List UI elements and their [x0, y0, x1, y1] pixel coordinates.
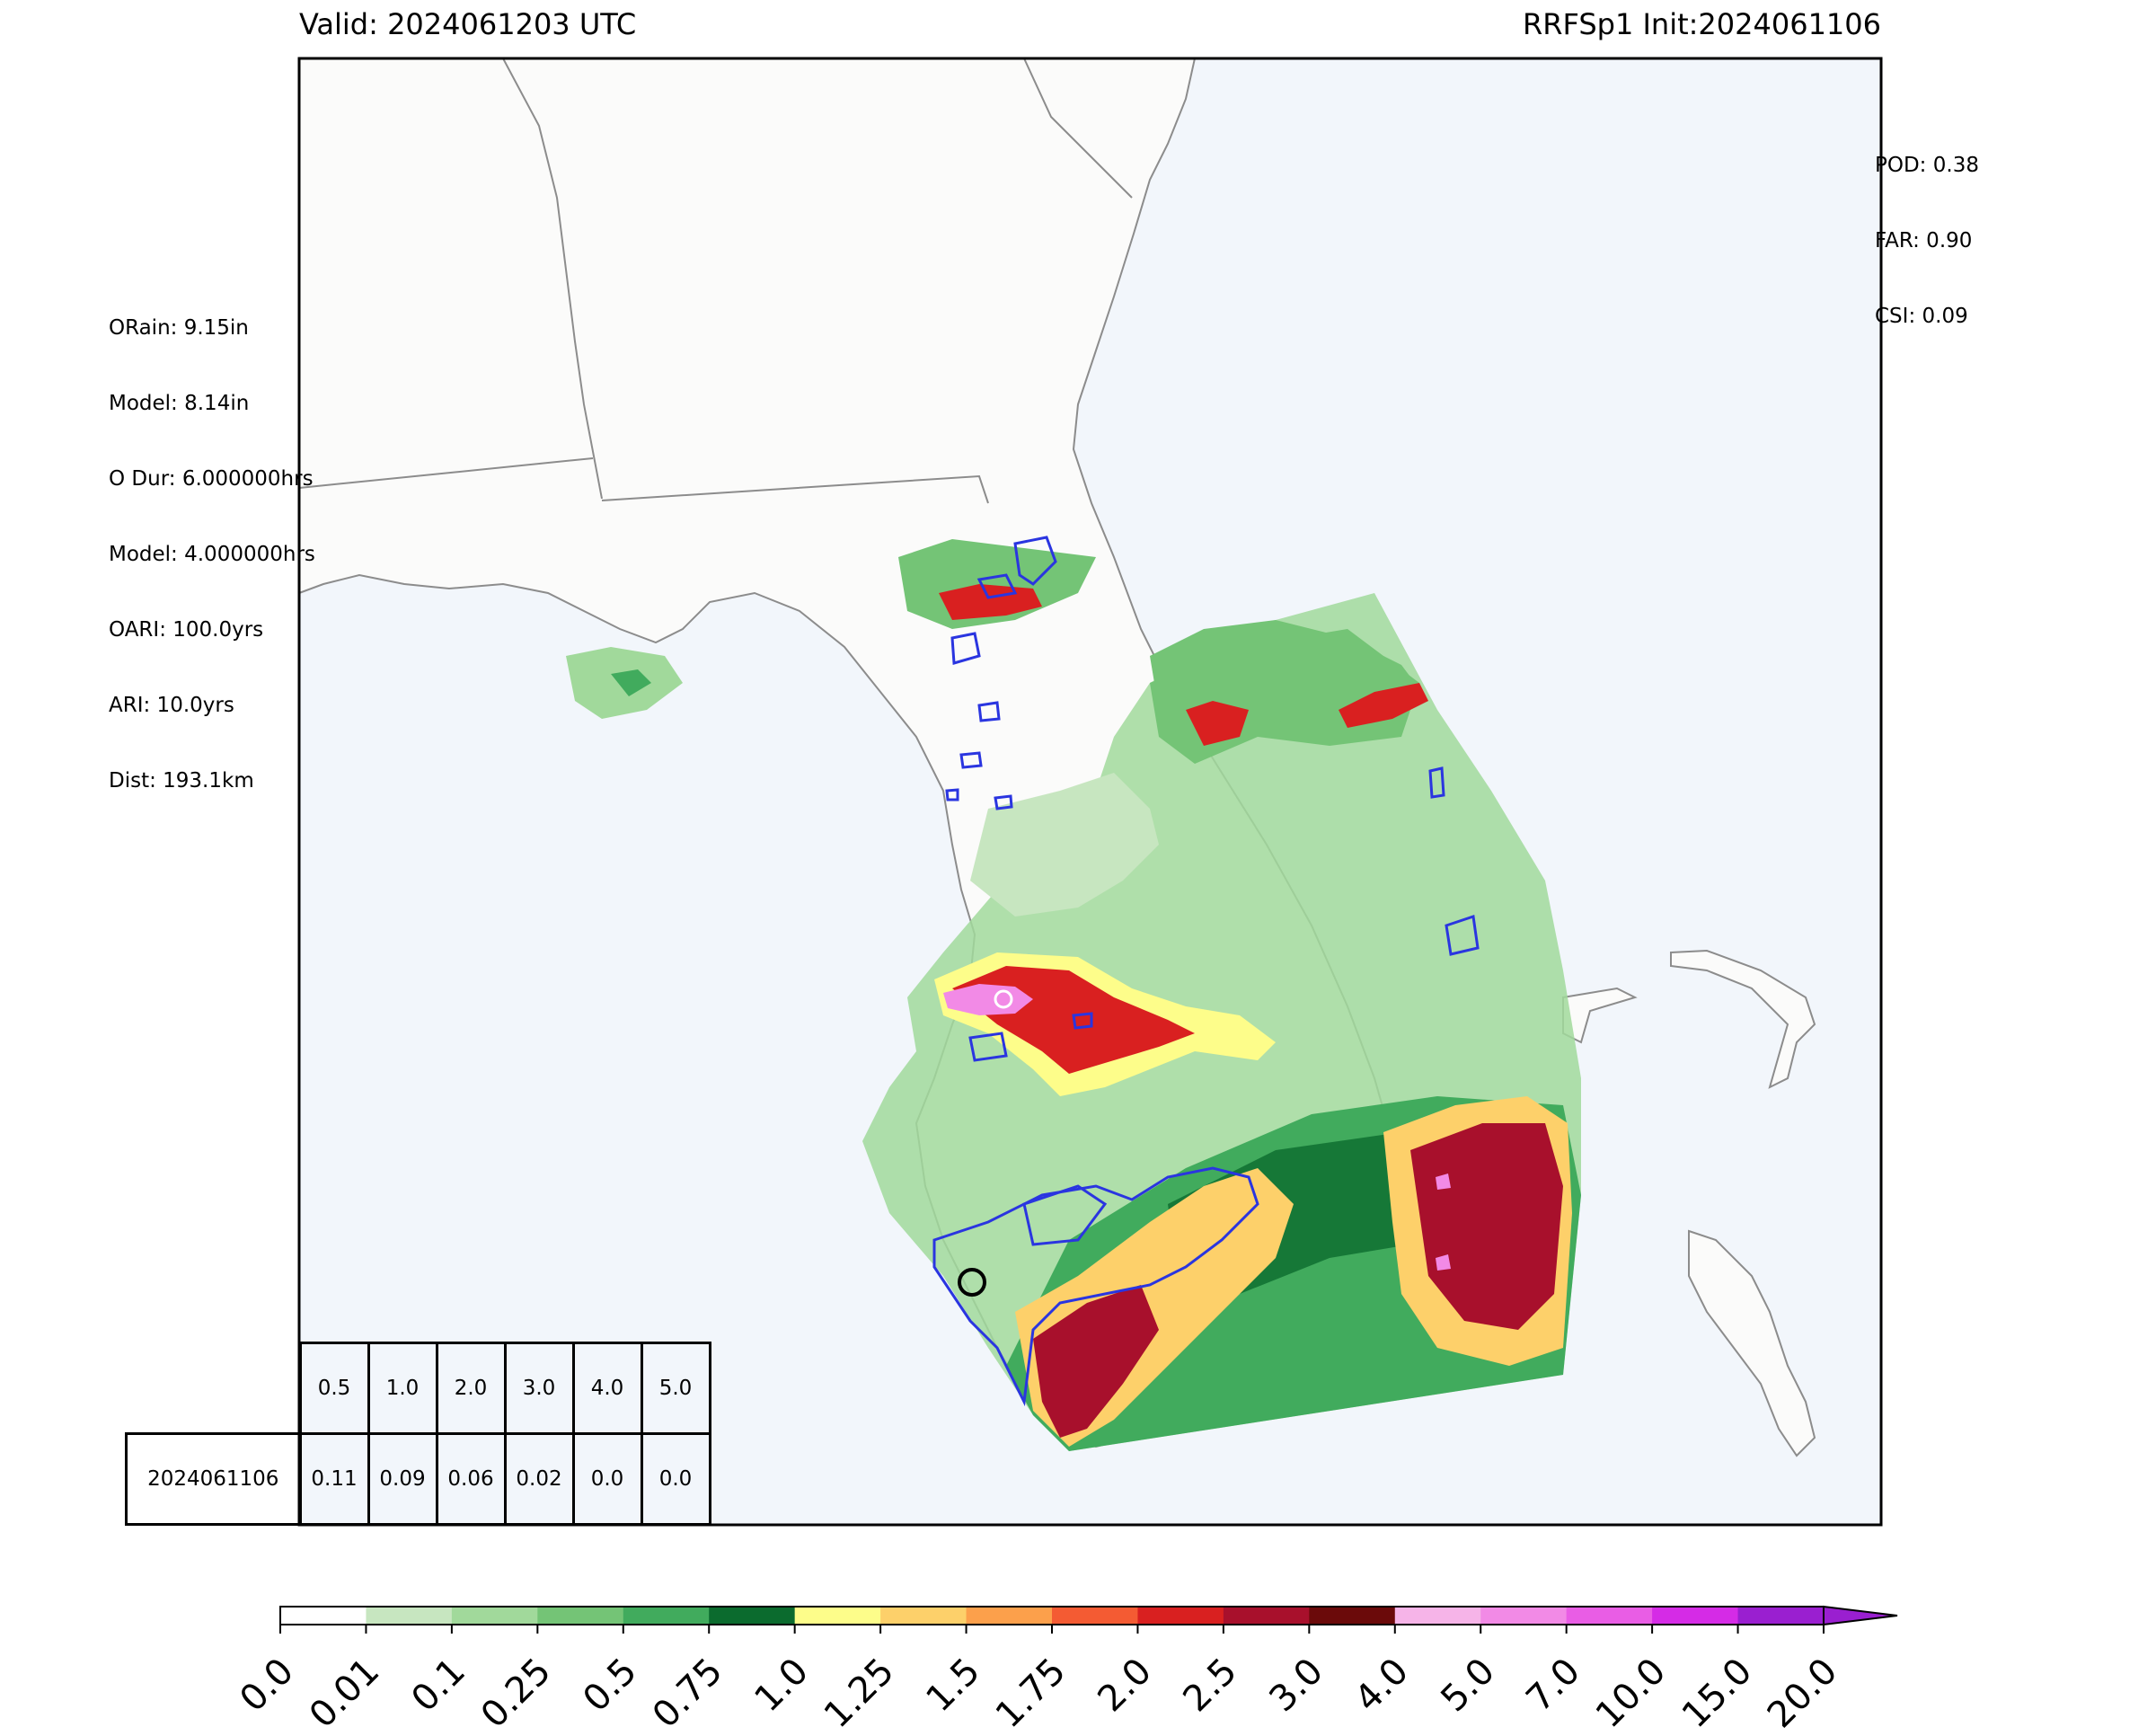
colorbar-swatch	[537, 1607, 624, 1625]
colorbar-swatch	[709, 1607, 796, 1625]
event-info-line: Dist: 193.1km	[109, 769, 254, 793]
obs-contour-tampa-2	[1072, 1012, 1093, 1030]
colorbar-swatch	[1480, 1607, 1568, 1625]
obs-contour-southwest	[932, 1166, 1259, 1407]
event-info-line: OARI: 100.0yrs	[109, 618, 264, 642]
bahamas-andros	[1688, 1229, 1816, 1457]
threshold-score-table: 0.5 1.0 2.0 3.0 4.0 5.0 2024061106 0.11 …	[125, 1342, 711, 1526]
threshold-header: 0.5	[298, 1342, 370, 1435]
event-info-line: Model: 4.000000hrs	[109, 543, 315, 566]
state-border-fl-al	[299, 457, 594, 489]
colorbar-swatch	[1566, 1607, 1653, 1625]
threshold-header: 4.0	[571, 1342, 643, 1435]
rain-panhandle-cell-core	[611, 669, 651, 696]
event-info-line: Model: 8.14in	[109, 392, 250, 415]
obs-contour-southwest-2	[1022, 1184, 1108, 1246]
obs-contour-north-2	[976, 573, 1018, 599]
colorbar-swatch	[880, 1607, 968, 1625]
obs-contour-north-6	[994, 794, 1013, 810]
table-cell: 0.0	[571, 1432, 643, 1526]
event-info-line: ORain: 9.15in	[109, 316, 249, 340]
table-cell: 0.11	[298, 1432, 370, 1526]
obs-contour-east-2	[1445, 915, 1480, 956]
bahamas-grand	[1670, 949, 1816, 1089]
table-cell: 0.02	[503, 1432, 575, 1526]
obs-contour-north-3	[950, 632, 981, 665]
rain-northeast-cell-red-2	[1339, 683, 1428, 728]
skill-scores: POD: 0.38 FAR: 0.90 CSI: 0.09	[1875, 102, 1979, 354]
csi-score: CSI: 0.09	[1875, 305, 1968, 328]
colorbar-swatch	[451, 1607, 538, 1625]
rain-heavy-southeast-red	[1410, 1123, 1563, 1330]
colorbar-swatch	[1394, 1607, 1481, 1625]
colorbar-swatch	[1052, 1607, 1138, 1625]
colorbar-swatch	[366, 1607, 453, 1625]
colorbar-swatch	[1223, 1607, 1310, 1625]
obs-contour-north-7	[945, 788, 959, 802]
threshold-header: 2.0	[435, 1342, 507, 1435]
pod-score: POD: 0.38	[1875, 154, 1979, 177]
observation-marker	[958, 1268, 986, 1297]
colorbar-swatch	[623, 1607, 710, 1625]
table-cell: 0.0	[640, 1432, 711, 1526]
model-init-title: RRFSp1 Init:2024061106	[1523, 7, 1881, 41]
threshold-header: 1.0	[367, 1342, 438, 1435]
obs-contour-north-1	[1013, 536, 1057, 586]
valid-time-title: Valid: 2024061203 UTC	[299, 7, 637, 41]
rain-extreme-tampa	[943, 984, 1033, 1015]
colorbar-swatch	[1652, 1607, 1739, 1625]
table-row-label: 2024061106	[125, 1432, 302, 1526]
obs-contour-tampa	[968, 1032, 1008, 1062]
colorbar-swatch	[280, 1607, 367, 1625]
event-info: ORain: 9.15in Model: 8.14in O Dur: 6.000…	[109, 265, 315, 819]
event-info-line: ARI: 10.0yrs	[109, 694, 234, 717]
tampa-marker	[994, 989, 1013, 1009]
threshold-header: 5.0	[640, 1342, 711, 1435]
colorbar-swatch	[1737, 1607, 1825, 1625]
colorbar	[279, 1605, 1898, 1634]
table-cell: 0.09	[367, 1432, 438, 1526]
state-border-ga-sc	[1023, 58, 1133, 199]
rain-heavy-southwest-red	[1033, 1285, 1159, 1438]
far-score: FAR: 0.90	[1875, 229, 1973, 252]
obs-contour-north-4	[977, 701, 1001, 722]
colorbar-swatch	[1137, 1607, 1224, 1625]
map-frame	[297, 57, 1883, 1527]
rain-extreme-southeast-1	[1436, 1174, 1451, 1190]
rain-extreme-southeast-2	[1436, 1254, 1451, 1271]
colorbar-swatch	[1309, 1607, 1396, 1625]
event-info-line: O Dur: 6.000000hrs	[109, 467, 314, 491]
table-cell: 0.06	[435, 1432, 507, 1526]
obs-contour-north-5	[959, 751, 983, 769]
state-border-fl-ga	[601, 474, 989, 504]
threshold-header: 3.0	[503, 1342, 575, 1435]
rain-northeast-cell-red	[1186, 701, 1249, 746]
rain-light	[970, 773, 1159, 917]
colorbar-extend-arrow	[1823, 1605, 1898, 1626]
colorbar-swatch	[966, 1607, 1053, 1625]
state-border-al-ga	[502, 58, 603, 500]
colorbar-swatch	[794, 1607, 881, 1625]
obs-contour-east-1	[1428, 766, 1445, 799]
